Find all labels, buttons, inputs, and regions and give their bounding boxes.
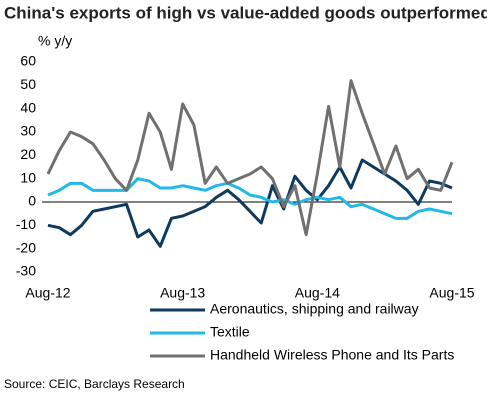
- y-tick-label: 50: [20, 76, 36, 92]
- series-line: [46, 79, 454, 237]
- y-tick-label: 0: [28, 193, 36, 209]
- y-tick-label: 60: [20, 53, 36, 69]
- chart-title: China's exports of high vs value-added g…: [4, 3, 487, 22]
- x-tick-label: Aug-15: [429, 285, 474, 301]
- source: Source: CEIC, Barclays Research: [4, 377, 185, 391]
- y-tick-label: 30: [20, 123, 36, 139]
- x-tick-label: Aug-14: [295, 285, 340, 301]
- y-axis-label: % y/y: [38, 33, 72, 49]
- x-tick-label: Aug-13: [160, 285, 205, 301]
- y-tick-label: 10: [20, 169, 36, 185]
- x-tick-label: Aug-12: [25, 285, 70, 301]
- legend-label: Aeronautics, shipping and railway: [210, 301, 419, 317]
- y-tick-label: -30: [16, 263, 36, 279]
- y-tick-label: -20: [16, 239, 36, 255]
- legend-label: Textile: [210, 324, 250, 340]
- y-tick-label: 40: [20, 99, 36, 115]
- series-line: [47, 177, 453, 220]
- legend-label: Handheld Wireless Phone and Its Parts: [210, 347, 454, 363]
- y-tick-label: -10: [16, 216, 36, 232]
- y-tick-label: 20: [20, 146, 36, 162]
